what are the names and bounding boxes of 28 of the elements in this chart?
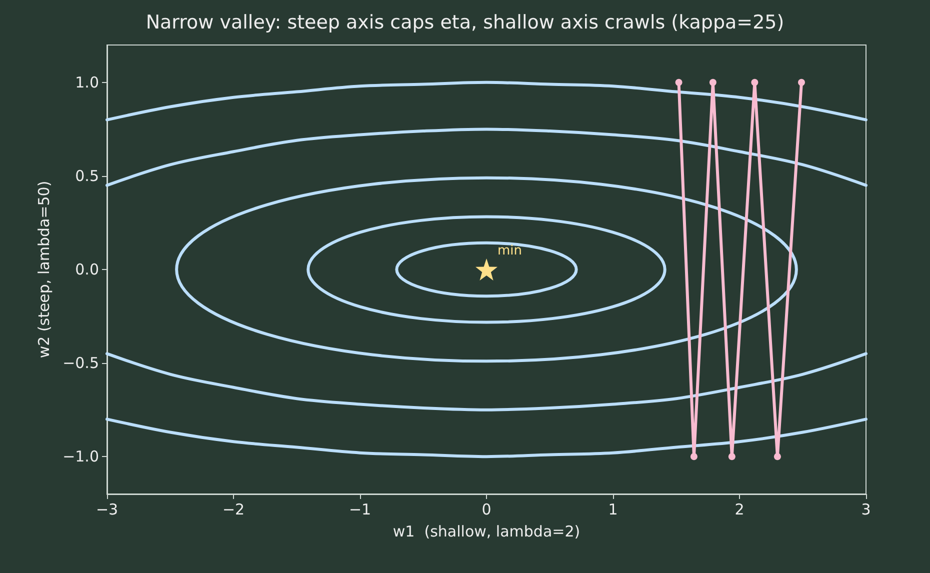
x-tick-label: 3 — [861, 500, 871, 518]
line-series — [106, 418, 868, 458]
y-tick-label: 1.0 — [75, 73, 99, 92]
point — [675, 78, 682, 86]
y-tick-label: −0.5 — [62, 354, 99, 372]
point — [751, 78, 758, 86]
x-tick-label: −1 — [348, 500, 372, 518]
annotation: min — [498, 244, 522, 258]
x-axis-title: w1 (shallow, lambda=2) — [392, 522, 580, 540]
point — [476, 258, 498, 280]
point — [774, 453, 781, 460]
point — [798, 78, 805, 86]
y-tick-label: 0.5 — [75, 166, 99, 185]
point — [709, 78, 716, 86]
point — [690, 453, 698, 460]
line-series — [106, 128, 868, 187]
x-tick-label: 1 — [608, 500, 618, 518]
line-series — [106, 80, 868, 122]
chart-title: Narrow valley: steep axis caps eta, shallow axis crawls (kappa=25) — [146, 12, 784, 34]
point — [728, 453, 736, 460]
x-tick-label: 0 — [482, 500, 492, 518]
line-series — [106, 352, 868, 412]
y-tick-label: −1.0 — [62, 448, 99, 466]
y-tick-label: 0.0 — [75, 260, 99, 278]
x-tick-label: −2 — [222, 500, 245, 518]
x-tick-label: 2 — [734, 500, 744, 518]
x-tick-label: −3 — [96, 500, 118, 518]
y-axis-title: w2 (steep, lambda=50) — [35, 180, 54, 358]
